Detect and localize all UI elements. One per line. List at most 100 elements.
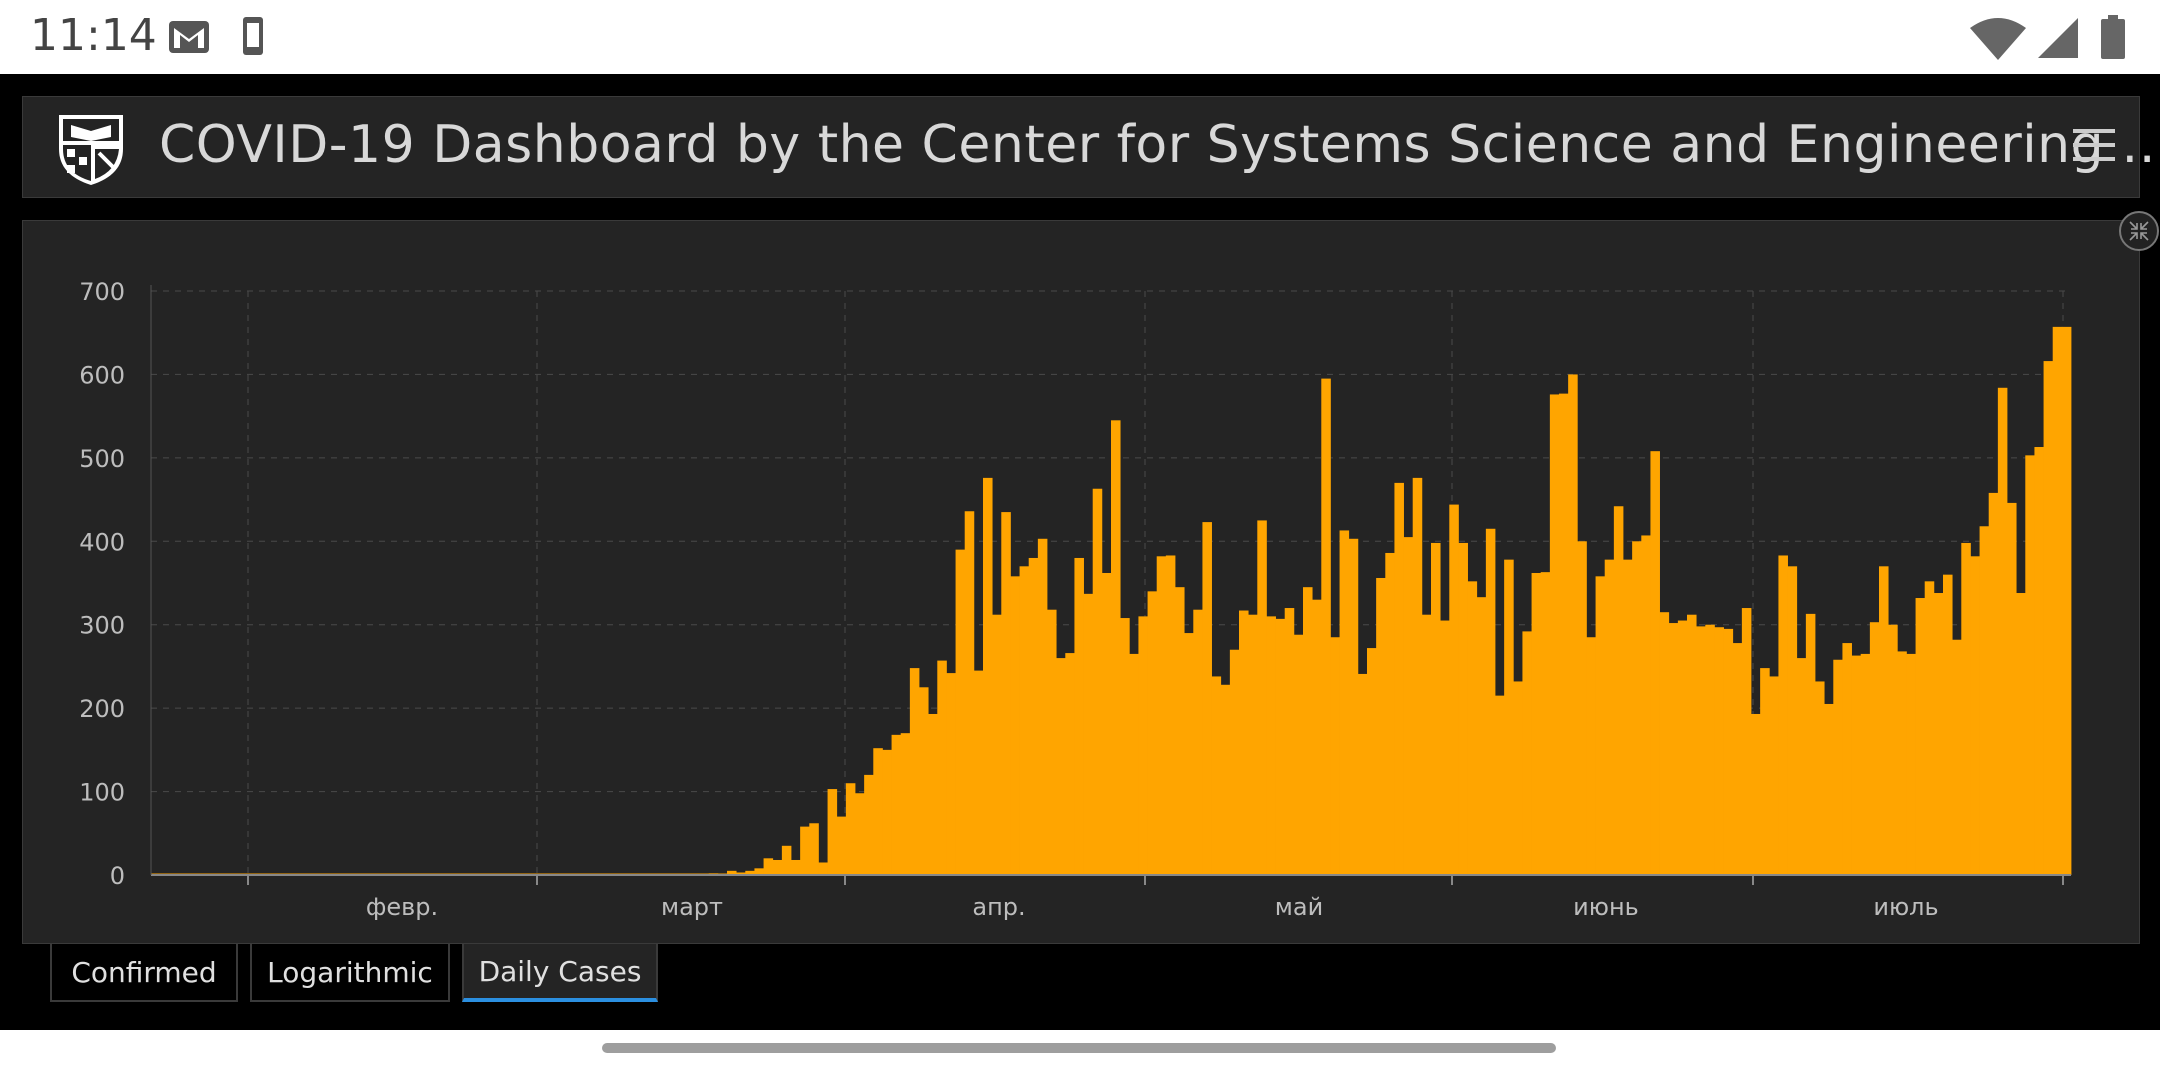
bar: [763, 858, 774, 875]
daily-cases-chart-panel: 0 100 200 300 400 500 600 700 февр. март апр. май ию…: [22, 220, 2140, 944]
bar: [727, 870, 737, 875]
bar: [1979, 526, 1990, 875]
jhu-shield-logo: [59, 115, 123, 185]
x-tick-label: апр.: [972, 893, 1025, 921]
bar: [1805, 613, 1816, 875]
bar: [1869, 622, 1880, 875]
bar: [1659, 612, 1670, 875]
bar: [1312, 599, 1322, 875]
bar: [791, 859, 801, 875]
bar: [1065, 653, 1075, 875]
bar: [1056, 658, 1066, 875]
bar: [1641, 535, 1651, 875]
bar: [1476, 597, 1487, 875]
bar: [873, 748, 883, 875]
dashboard-header: COVID-19 Dashboard by the Center for Sys…: [22, 96, 2160, 198]
bar: [946, 673, 956, 875]
phone-icon: [243, 17, 263, 55]
bar: [1970, 556, 1980, 875]
bar: [992, 614, 1002, 875]
y-tick-label: 600: [79, 361, 125, 389]
bar: [800, 826, 810, 875]
bar: [1568, 374, 1578, 875]
bar: [2061, 326, 2072, 875]
bar: [882, 749, 892, 875]
bar: [1339, 530, 1350, 875]
bar: [2025, 455, 2035, 875]
bar: [1284, 608, 1295, 875]
bar: [1138, 616, 1148, 875]
y-tick-label: 300: [79, 612, 125, 640]
bar: [1376, 577, 1386, 875]
bar: [2034, 447, 2044, 875]
bar: [1028, 557, 1039, 875]
bar: [1449, 504, 1459, 875]
bar: [1248, 614, 1258, 875]
bar: [1943, 574, 1953, 875]
bar: [836, 816, 847, 875]
bar: [1961, 542, 1971, 875]
bar: [1165, 555, 1176, 875]
bar: [1156, 556, 1167, 875]
status-bar: 11:14: [0, 0, 2160, 74]
bar: [1650, 451, 1660, 875]
bar: [1915, 598, 1926, 875]
bar: [1202, 522, 1212, 875]
tab-confirmed-label: Confirmed: [71, 955, 217, 989]
y-tick-label: 100: [79, 779, 125, 807]
bar: [1668, 623, 1679, 875]
bar: [1458, 542, 1468, 875]
home-gesture-pill[interactable]: [602, 1043, 1556, 1053]
bar: [1824, 703, 1834, 875]
bar: [818, 862, 828, 875]
bar: [1239, 610, 1249, 875]
gesture-nav-bar: [0, 1030, 2160, 1080]
signal-icon: [2038, 18, 2078, 58]
bar: [1933, 593, 1944, 875]
bar: [983, 477, 993, 875]
bar: [772, 859, 783, 875]
bar: [1522, 631, 1532, 875]
battery-icon: [2101, 15, 2125, 59]
bar: [1074, 557, 1084, 875]
bar: [1485, 528, 1496, 875]
gmail-icon: [169, 21, 209, 53]
bar: [1421, 614, 1432, 875]
daily-cases-chart: 0 100 200 300 400 500 600 700 февр. март апр. май ию…: [79, 278, 2072, 921]
bar: [1513, 681, 1523, 875]
bar: [809, 823, 819, 875]
bar: [1769, 676, 1779, 875]
bar: [2043, 361, 2054, 875]
tab-logarithmic[interactable]: Logarithmic: [250, 944, 450, 1002]
bar: [781, 845, 792, 875]
bar: [1431, 542, 1441, 875]
bar: [1732, 643, 1743, 875]
bar: [754, 868, 764, 875]
bar: [1175, 587, 1185, 875]
bar: [973, 670, 984, 875]
bar: [745, 870, 755, 875]
bar: [1677, 620, 1688, 875]
bar: [1037, 538, 1048, 875]
hamburger-menu-icon[interactable]: [2071, 125, 2117, 165]
x-tick-label: март: [661, 893, 723, 921]
bar: [1952, 639, 1962, 875]
bar: [2016, 593, 2026, 875]
bar: [1083, 593, 1094, 875]
bar: [1394, 482, 1404, 875]
bar: [1019, 566, 1030, 875]
bar: [1403, 537, 1414, 875]
collapse-icon[interactable]: [2118, 210, 2160, 252]
bar: [1293, 634, 1304, 875]
bar: [937, 660, 947, 875]
bar: [1714, 627, 1724, 875]
bar: [864, 774, 874, 875]
bar: [1193, 609, 1203, 875]
tab-daily-cases[interactable]: Daily Cases: [462, 944, 658, 1002]
tab-confirmed[interactable]: Confirmed: [50, 944, 238, 1002]
bar: [1357, 673, 1368, 875]
bar: [1129, 653, 1139, 875]
bar: [964, 511, 975, 875]
y-tick-label: 200: [79, 695, 125, 723]
tab-daily-cases-label: Daily Cases: [478, 954, 642, 988]
